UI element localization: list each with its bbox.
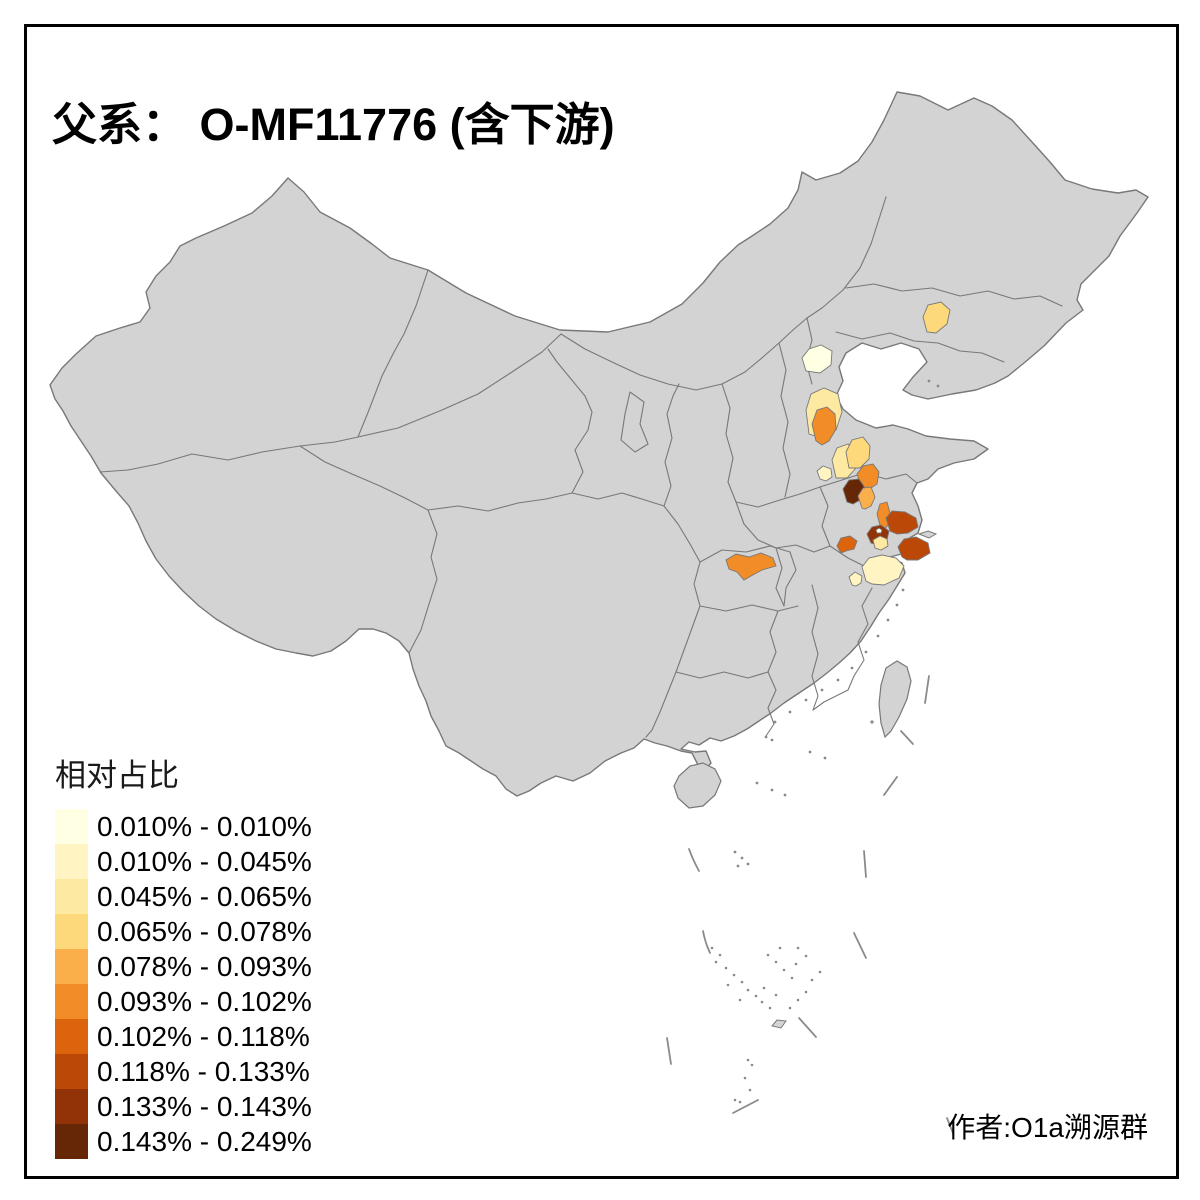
legend-item: 0.078% - 0.093% xyxy=(55,949,312,984)
map-title-prefix: 父系： xyxy=(52,100,188,151)
legend-swatch xyxy=(55,949,88,984)
attribution: 作者:O1a溯源群 xyxy=(947,1112,1148,1143)
legend-swatch xyxy=(55,984,88,1019)
legend-item: 0.093% - 0.102% xyxy=(55,984,312,1019)
map-region-r20-chongqing-orange xyxy=(725,552,777,581)
legend-label: 0.045% - 0.065% xyxy=(97,881,312,912)
choropleth-regions xyxy=(725,301,951,587)
nine-dash-line xyxy=(666,675,954,1134)
legend-swatch xyxy=(55,809,88,844)
legend-label: 0.118% - 0.133% xyxy=(97,1056,310,1087)
map-region-r1-beijing-area xyxy=(801,344,833,374)
legend-swatch xyxy=(55,1019,88,1054)
hainan-island xyxy=(673,762,722,809)
map-region-r15-jiangsu-small-yellow xyxy=(872,535,889,551)
legend-item: 0.010% - 0.010% xyxy=(55,809,312,844)
legend-swatch xyxy=(55,1124,88,1159)
plot-border xyxy=(24,24,1179,1179)
taiwan-island xyxy=(878,660,912,739)
map-region-r18-north-zhejiang-pale xyxy=(861,554,905,586)
legend-title: 相对占比 xyxy=(55,758,179,793)
map-region-r2-liaoning-area xyxy=(922,301,951,334)
map-region-r14-enclave-pale xyxy=(875,527,883,534)
legend-item: 0.118% - 0.133% xyxy=(55,1054,312,1089)
legend-item: 0.045% - 0.065% xyxy=(55,879,312,914)
legend-item: 0.010% - 0.045% xyxy=(55,844,312,879)
legend-item: 0.102% - 0.118% xyxy=(55,1019,312,1054)
small-islands xyxy=(710,379,940,1104)
map-title-haplogroup: O-MF11776 (含下游) xyxy=(187,99,615,151)
legend-label: 0.078% - 0.093% xyxy=(97,951,312,982)
legend-swatch xyxy=(55,844,88,879)
legend-item: 0.065% - 0.078% xyxy=(55,914,312,949)
legend-swatch xyxy=(55,914,88,949)
map-region-r16-anhui-darkorange xyxy=(836,535,858,554)
map-region-r6-shandong-west-yellow xyxy=(845,436,871,469)
legend-label: 0.010% - 0.010% xyxy=(97,811,312,842)
map-region-r4-hebei-orange xyxy=(811,406,837,446)
legend-item: 0.133% - 0.143% xyxy=(55,1089,312,1124)
legend-item: 0.143% - 0.249% xyxy=(55,1124,312,1159)
legend-label: 0.143% - 0.249% xyxy=(97,1126,312,1157)
map-title: 父系： O-MF11776 (含下游) xyxy=(52,88,615,153)
legend-label: 0.133% - 0.143% xyxy=(97,1091,312,1122)
legend-label: 0.102% - 0.118% xyxy=(97,1021,310,1052)
map-region-r10-jiangsu-midorange xyxy=(857,486,876,510)
south-sea-islet xyxy=(771,1019,787,1029)
chongming-island xyxy=(917,530,938,539)
legend-label: 0.065% - 0.078% xyxy=(97,916,312,947)
map-region-r7-shandong-pale xyxy=(816,465,833,482)
map-region-r19-hubei-pale xyxy=(848,571,863,587)
legend: 相对占比 0.010% - 0.010% 0.010% - 0.045% 0.045… xyxy=(55,750,312,1159)
legend-swatch xyxy=(55,1089,88,1124)
legend-swatch xyxy=(55,1054,88,1089)
legend-swatch xyxy=(55,879,88,914)
legend-label: 0.093% - 0.102% xyxy=(97,986,312,1017)
mainland-outline xyxy=(49,91,1149,797)
map-region-r17-shanghai-area-brown xyxy=(897,536,931,561)
province-borders xyxy=(99,196,1063,738)
legend-items: 0.010% - 0.010% 0.010% - 0.045% 0.045% - 0… xyxy=(55,809,312,1159)
legend-label: 0.010% - 0.045% xyxy=(97,846,312,877)
map-region-r12-coastal-jiangsu-brown xyxy=(885,510,919,535)
